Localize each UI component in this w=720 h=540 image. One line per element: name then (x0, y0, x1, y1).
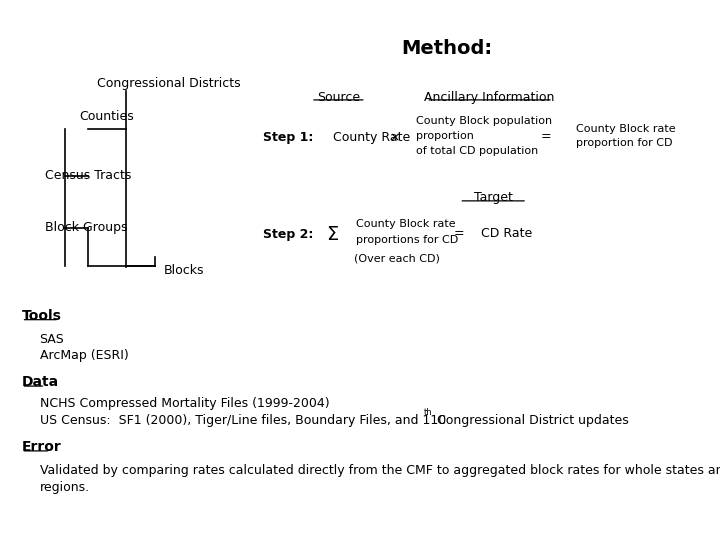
Text: Congressional Districts: Congressional Districts (97, 77, 241, 90)
Text: Block Groups: Block Groups (45, 221, 127, 234)
Text: NCHS Compressed Mortality Files (1999-2004): NCHS Compressed Mortality Files (1999-20… (40, 397, 329, 410)
Text: (Over each CD): (Over each CD) (354, 253, 440, 263)
Text: Census Tracts: Census Tracts (45, 169, 131, 182)
Text: Method:: Method: (401, 39, 492, 58)
Text: Step 2:: Step 2: (263, 228, 313, 241)
Text: Blocks: Blocks (164, 264, 204, 276)
Text: proportions for CD: proportions for CD (356, 235, 459, 245)
Text: Data: Data (22, 375, 59, 389)
Text: CD Rate: CD Rate (481, 227, 532, 240)
Text: County Rate: County Rate (333, 131, 410, 144)
Text: US Census:  SF1 (2000), Tiger/Line files, Boundary Files, and 110: US Census: SF1 (2000), Tiger/Line files,… (40, 414, 446, 427)
Text: County Block population: County Block population (416, 117, 552, 126)
Text: Ancillary Information: Ancillary Information (424, 91, 555, 104)
Text: Counties: Counties (79, 110, 134, 123)
Text: Congressional District updates: Congressional District updates (433, 414, 629, 427)
Text: Target: Target (474, 191, 513, 204)
Text: =: = (541, 130, 551, 143)
Text: County Block rate: County Block rate (576, 124, 675, 133)
Text: Σ: Σ (326, 225, 339, 245)
Text: Source: Source (317, 91, 360, 104)
Text: th: th (423, 408, 432, 417)
Text: County Block rate: County Block rate (356, 219, 456, 229)
Text: regions.: regions. (40, 481, 90, 494)
Text: =: = (454, 227, 464, 240)
Text: of total CD population: of total CD population (416, 146, 539, 156)
Text: SAS: SAS (40, 333, 64, 346)
Text: proportion for CD: proportion for CD (576, 138, 672, 148)
Text: Step 1:: Step 1: (263, 131, 313, 144)
Text: Tools: Tools (22, 309, 61, 323)
Text: Validated by comparing rates calculated directly from the CMF to aggregated bloc: Validated by comparing rates calculated … (40, 464, 720, 477)
Text: ArcMap (ESRI): ArcMap (ESRI) (40, 349, 128, 362)
Text: Error: Error (22, 440, 61, 454)
Text: proportion: proportion (416, 131, 474, 141)
Text: ×: × (390, 131, 400, 144)
